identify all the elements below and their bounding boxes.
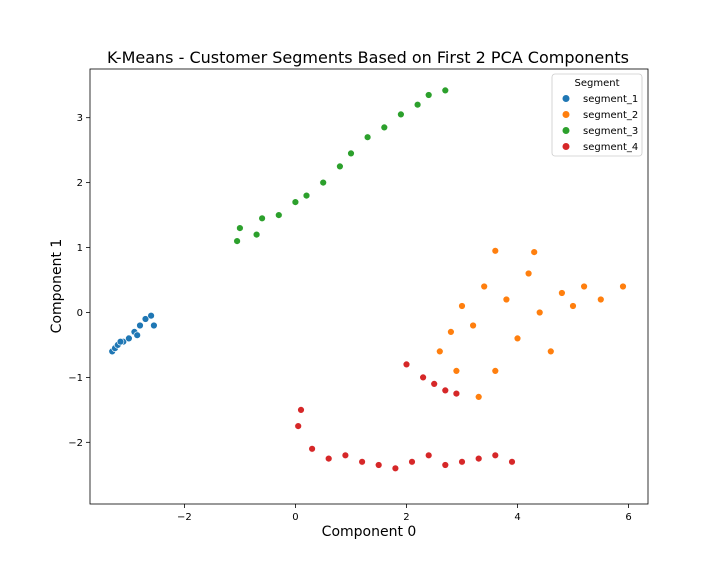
data-point-segment_4-5 — [358, 458, 366, 466]
data-point-segment_2-1 — [447, 328, 455, 336]
x-tick-label: 6 — [625, 512, 631, 523]
data-point-segment_2-4 — [480, 282, 488, 291]
data-point-segment_4-12 — [475, 454, 483, 463]
legend-marker-segment_2 — [561, 110, 571, 119]
y-tick-label: 3 — [77, 113, 83, 124]
data-point-segment_1-8 — [147, 312, 155, 320]
data-point-segment_3-10 — [363, 133, 372, 141]
data-point-segment_4-13 — [491, 451, 499, 459]
data-point-segment_2-2 — [458, 302, 466, 310]
x-tick-label: 0 — [292, 512, 298, 523]
data-point-segment_4-6 — [375, 461, 383, 469]
data-point-segment_4-18 — [452, 389, 461, 398]
data-point-segment_4-1 — [297, 406, 305, 414]
data-point-segment_4-4 — [341, 451, 350, 459]
data-point-segment_1-11 — [116, 338, 125, 346]
data-point-segment_4-8 — [408, 458, 416, 466]
data-point-segment_3-12 — [397, 110, 405, 119]
data-point-segment_2-11 — [558, 289, 566, 297]
legend-label-segment_2: segment_2 — [583, 110, 638, 121]
data-point-segment_4-16 — [430, 380, 438, 388]
data-point-segment_2-10 — [547, 347, 555, 356]
ticks-layer: −2 0 2 4 6 −2 −1 0 1 2 3 — [68, 113, 632, 523]
data-point-segment_2-18 — [475, 393, 483, 401]
data-point-segment_4-9 — [425, 451, 433, 459]
data-point-segment_3-1 — [236, 224, 244, 232]
y-tick-label: −1 — [68, 373, 83, 384]
data-point-segment_3-8 — [336, 162, 344, 171]
data-point-segment_3-13 — [413, 100, 422, 109]
data-point-segment_4-0 — [294, 422, 302, 430]
data-point-segment_1-7 — [141, 315, 150, 323]
data-point-segment_1-6 — [136, 321, 144, 330]
data-point-segment_4-7 — [391, 464, 400, 472]
data-point-segment_2-9 — [535, 308, 544, 317]
x-tick-label: 2 — [403, 512, 409, 523]
data-point-segment_3-5 — [291, 198, 300, 206]
points-layer — [108, 86, 627, 472]
data-point-segment_3-11 — [380, 123, 388, 132]
data-point-segment_3-14 — [425, 91, 433, 99]
data-point-segment_3-2 — [252, 230, 261, 239]
data-point-segment_4-15 — [419, 373, 427, 382]
data-point-segment_3-4 — [275, 211, 283, 219]
data-point-segment_2-6 — [502, 295, 511, 304]
data-point-segment_2-5 — [491, 367, 499, 375]
data-point-segment_3-9 — [347, 149, 355, 158]
data-point-segment_4-14 — [508, 458, 516, 466]
legend-title: Segment — [575, 78, 620, 89]
y-tick-label: 2 — [77, 178, 83, 189]
data-point-segment_1-4 — [125, 334, 133, 343]
data-point-segment_2-8 — [524, 269, 533, 278]
data-point-segment_3-0 — [233, 237, 241, 245]
legend: Segment segment_1 segment_2 segment_3segmen… — [551, 73, 643, 157]
x-tick-label: 4 — [514, 512, 520, 523]
data-point-segment_4-17 — [441, 386, 449, 395]
legend-marker-segment_4 — [561, 142, 571, 151]
data-point-segment_2-13 — [580, 282, 588, 291]
data-point-segment_4-19 — [402, 360, 411, 369]
legend-marker-segment_3 — [561, 126, 571, 135]
legend-marker-segment_1 — [561, 94, 571, 103]
y-tick-label: 0 — [77, 308, 83, 319]
data-point-segment_2-14 — [597, 295, 605, 304]
data-point-segment_3-7 — [319, 178, 327, 187]
data-point-segment_4-2 — [308, 445, 316, 453]
data-point-segment_2-0 — [436, 347, 444, 356]
legend-label-segment_4: segment_4 — [583, 142, 638, 153]
data-point-segment_1-10 — [133, 331, 141, 339]
data-point-segment_4-11 — [458, 458, 466, 466]
y-tick-label: −2 — [68, 438, 83, 449]
data-point-segment_2-12 — [569, 302, 577, 310]
data-point-segment_2-15 — [619, 282, 627, 291]
data-point-segment_3-15 — [441, 86, 449, 95]
chart-title: K-Means - Customer Segments Based on Fir… — [107, 48, 629, 67]
y-tick-label: 1 — [77, 243, 83, 254]
legend-box — [551, 73, 643, 157]
data-point-segment_2-19 — [452, 367, 461, 375]
plot-frame — [89, 68, 649, 505]
legend-label-segment_1: segment_1 — [583, 94, 638, 105]
x-tick-label: −2 — [177, 512, 192, 523]
data-point-segment_2-17 — [530, 248, 538, 256]
data-point-segment_2-16 — [491, 247, 499, 255]
data-point-segment_4-3 — [325, 454, 333, 463]
data-point-segment_3-6 — [302, 191, 311, 200]
data-point-segment_2-7 — [513, 334, 522, 343]
x-axis-label: Component 0 — [322, 524, 417, 540]
data-point-segment_4-10 — [441, 461, 449, 469]
data-point-segment_2-3 — [469, 321, 477, 330]
data-point-segment_3-3 — [258, 214, 266, 223]
legend-label-segment_3: segment_3 — [583, 126, 638, 137]
y-axis-label: Component 1 — [49, 239, 65, 334]
data-point-segment_1-9 — [150, 321, 158, 330]
